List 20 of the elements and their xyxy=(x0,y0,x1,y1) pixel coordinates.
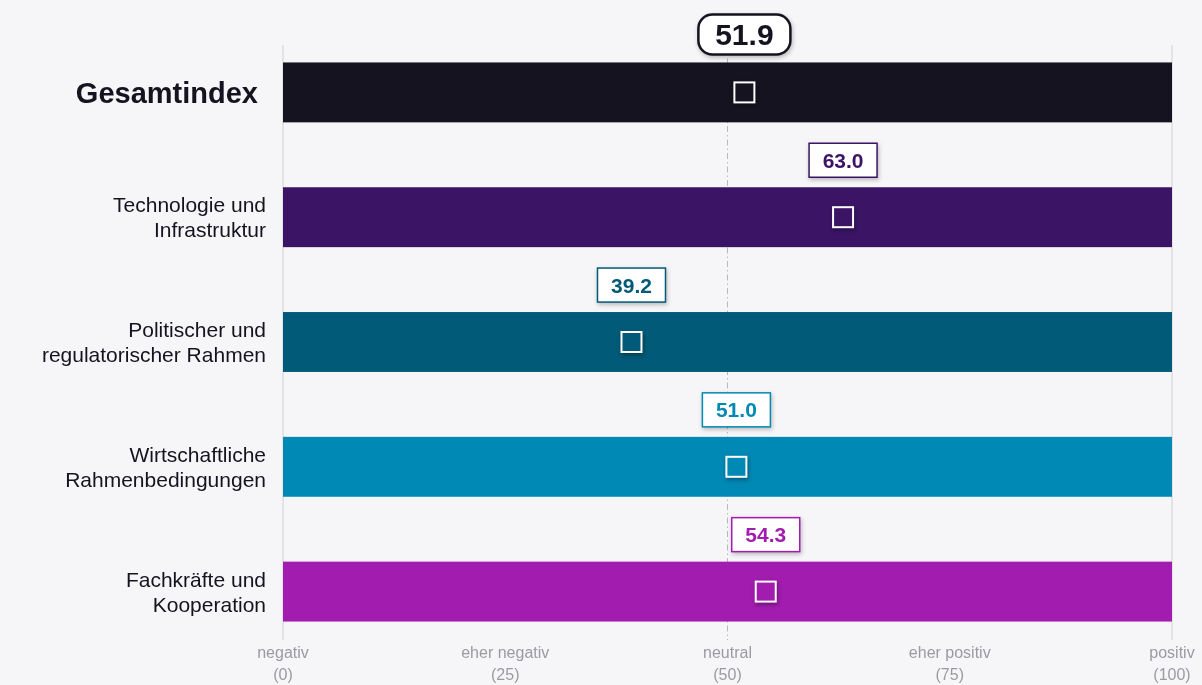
y-tick-label: Gesamtindex xyxy=(75,76,258,109)
x-tick-label: positiv (100) xyxy=(1149,644,1195,683)
y-tick-label: Technologie und Infrastruktur xyxy=(113,193,266,242)
data-label: 54.3 xyxy=(745,523,787,547)
y-tick-label: Politischer und regulatorischer Rahmen xyxy=(41,317,266,367)
point xyxy=(832,206,855,229)
data-label: 63.0 xyxy=(822,148,864,172)
x-tick-label: eher positiv (75) xyxy=(908,644,991,683)
point xyxy=(733,81,756,104)
x-tick-label: negativ (0) xyxy=(257,644,309,683)
data-label: 51.9 xyxy=(715,18,774,52)
data-label: 39.2 xyxy=(611,273,652,297)
point xyxy=(754,580,777,603)
x-tick-label: eher negativ (25) xyxy=(461,644,550,683)
y-tick-label: Wirtschaftliche Rahmenbedingungen xyxy=(65,442,266,491)
y-tick-label: Fachkräfte und Kooperation xyxy=(125,567,266,616)
data-label: 51.0 xyxy=(715,398,757,422)
point xyxy=(725,455,748,478)
point xyxy=(620,331,643,353)
x-tick-label: neutral (50) xyxy=(703,644,752,683)
